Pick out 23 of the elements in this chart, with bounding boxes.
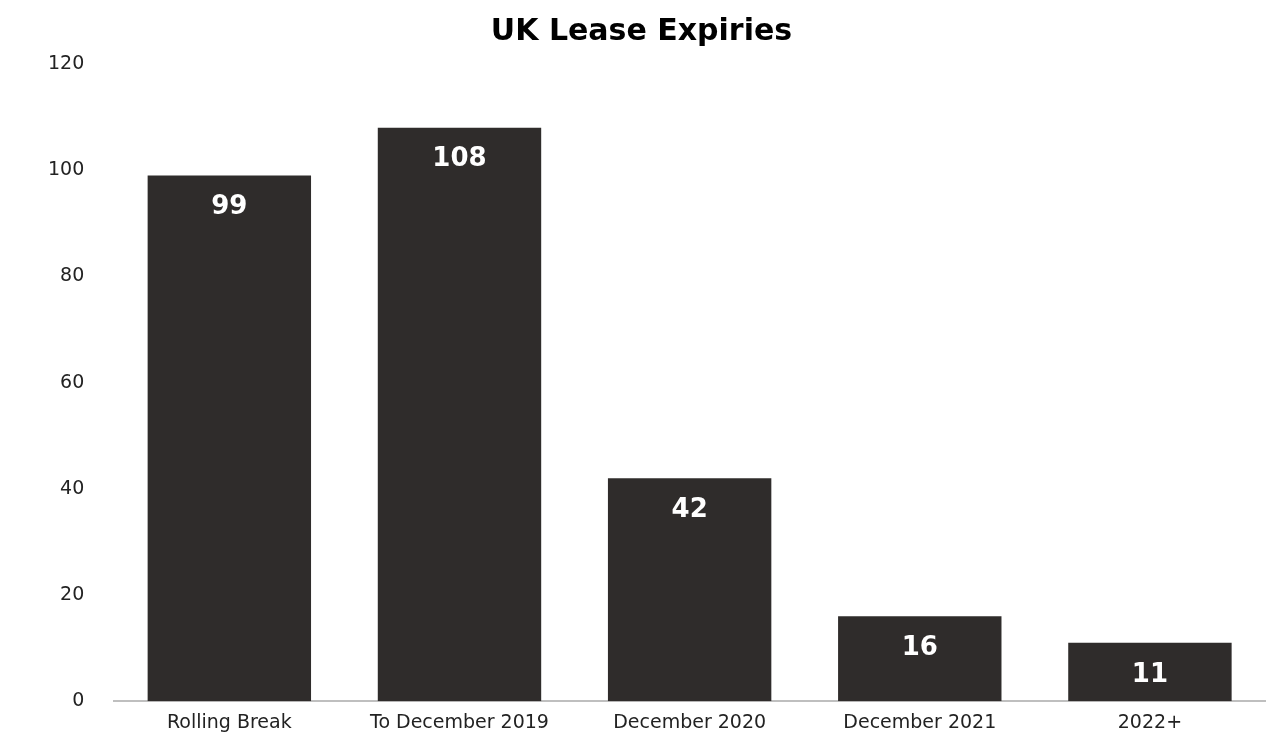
x-tick-label: Rolling Break <box>166 709 292 732</box>
bar <box>607 478 772 702</box>
x-tick-label: December 2020 <box>613 709 767 732</box>
y-tick-label: 0 <box>72 688 85 711</box>
y-tick-label: 120 <box>48 50 85 73</box>
bar <box>377 127 542 702</box>
x-tick-label: To December 2019 <box>369 709 549 732</box>
x-tick-label: 2022+ <box>1117 709 1183 732</box>
bar <box>1068 642 1232 702</box>
data-label: 11 <box>1131 657 1169 688</box>
data-label: 108 <box>432 142 487 173</box>
bar <box>147 175 312 702</box>
y-tick-label: 40 <box>60 475 85 498</box>
x-tick-label: December 2021 <box>843 709 997 732</box>
data-label: 16 <box>901 630 938 661</box>
y-tick-label: 80 <box>60 263 85 286</box>
chart-title: UK Lease Expiries <box>490 11 793 47</box>
y-tick-label: 60 <box>60 369 85 392</box>
bar <box>838 616 1002 702</box>
data-label: 99 <box>211 190 248 221</box>
data-label: 42 <box>671 492 708 523</box>
y-tick-label: 100 <box>48 157 85 180</box>
y-tick-label: 20 <box>60 581 85 604</box>
